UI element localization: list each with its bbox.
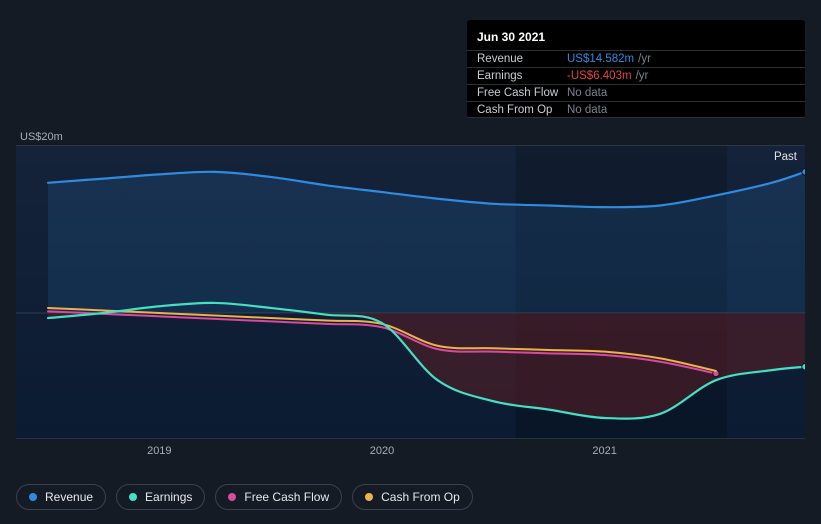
- chart-svg: [16, 145, 805, 439]
- past-label: Past: [774, 151, 797, 163]
- x-axis-labels: 2019 2020 2021: [16, 445, 805, 461]
- legend-item-revenue[interactable]: Revenue: [16, 484, 106, 510]
- tooltip-row: Cash From OpNo data: [467, 101, 805, 118]
- tooltip-row-value: -US$6.403m: [567, 70, 632, 82]
- tooltip-row-suffix: /yr: [638, 53, 651, 65]
- tooltip-row-label: Free Cash Flow: [477, 87, 567, 99]
- tooltip-row-label: Earnings: [477, 70, 567, 82]
- tooltip-row: Earnings-US$6.403m/yr: [467, 67, 805, 84]
- financials-chart-root: { "tooltip": { "date": "Jun 30 2021", "r…: [0, 0, 821, 524]
- tooltip-date: Jun 30 2021: [467, 26, 805, 50]
- legend-item-label: Earnings: [145, 490, 192, 504]
- chart-tooltip: Jun 30 2021 RevenueUS$14.582m/yrEarnings…: [467, 20, 805, 118]
- legend-item-earnings[interactable]: Earnings: [116, 484, 205, 510]
- legend: Revenue Earnings Free Cash Flow Cash From O…: [16, 484, 473, 510]
- legend-item-free_cash_flow[interactable]: Free Cash Flow: [215, 484, 342, 510]
- tooltip-rows: RevenueUS$14.582m/yrEarnings-US$6.403m/y…: [467, 50, 805, 118]
- tooltip-row-value: No data: [567, 87, 607, 99]
- tooltip-row: Free Cash FlowNo data: [467, 84, 805, 101]
- x-tick-label: 2020: [370, 445, 394, 457]
- legend-item-label: Cash From Op: [381, 490, 460, 504]
- x-tick-label: 2021: [592, 445, 616, 457]
- legend-item-cash_from_op[interactable]: Cash From Op: [352, 484, 473, 510]
- tooltip-row-value: No data: [567, 104, 607, 116]
- tooltip-row-suffix: /yr: [636, 70, 649, 82]
- legend-item-label: Free Cash Flow: [244, 490, 329, 504]
- legend-dot-icon: [228, 493, 236, 501]
- tooltip-row-label: Cash From Op: [477, 104, 567, 116]
- chart-area: US$20mUS$0-US$15m Past 201920202021: [16, 120, 805, 460]
- tooltip-row-label: Revenue: [477, 53, 567, 65]
- legend-dot-icon: [29, 493, 37, 501]
- legend-item-label: Revenue: [45, 490, 93, 504]
- legend-dot-icon: [129, 493, 137, 501]
- x-tick-label: 2019: [147, 445, 171, 457]
- tooltip-row-value: US$14.582m: [567, 53, 634, 65]
- tooltip-row: RevenueUS$14.582m/yr: [467, 50, 805, 67]
- plot-region[interactable]: Past: [16, 145, 805, 439]
- y-tick-label: US$20m: [20, 131, 63, 143]
- legend-dot-icon: [365, 493, 373, 501]
